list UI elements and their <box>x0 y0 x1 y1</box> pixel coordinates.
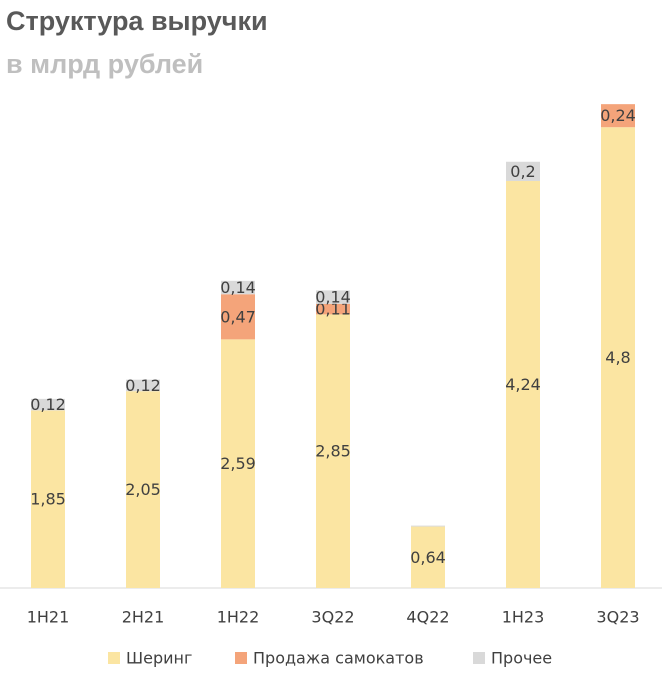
legend-label: Продажа самокатов <box>253 649 424 668</box>
value-label: 0,14 <box>315 288 351 307</box>
value-label: 0,64 <box>410 548 446 567</box>
x-tick-label: 1H21 <box>27 608 70 627</box>
bar-segment <box>506 161 540 181</box>
legend-label: Шеринг <box>126 649 192 668</box>
x-tick-label: 3Q22 <box>311 608 354 627</box>
bar-segment <box>506 180 540 588</box>
value-label: 0,12 <box>30 395 66 414</box>
value-label: 0,24 <box>600 106 636 125</box>
legend-swatch <box>473 652 485 664</box>
x-tick-label: 1H23 <box>502 608 545 627</box>
value-label: 0,12 <box>125 376 161 395</box>
bar-segment <box>316 314 350 588</box>
value-label: 0,14 <box>220 278 256 297</box>
value-label: 4,24 <box>505 375 541 394</box>
bar-segment <box>221 339 255 588</box>
x-tick-label: 1H22 <box>217 608 260 627</box>
bar-segment <box>126 379 160 392</box>
bar-segment <box>31 410 65 588</box>
chart-subtitle: в млрд рублей <box>6 49 203 79</box>
x-tick-label: 2H21 <box>122 608 165 627</box>
bar-segment <box>316 303 350 315</box>
bar-segment <box>601 127 635 588</box>
legend-label: Прочее <box>491 649 552 668</box>
value-label: 0,2 <box>510 162 535 181</box>
value-label: 0,11 <box>315 300 351 319</box>
x-tick-label: 3Q23 <box>596 608 639 627</box>
value-label: 1,85 <box>30 490 66 509</box>
bar-segment <box>411 526 445 588</box>
bar-segment <box>601 104 635 128</box>
legend-swatch <box>235 652 247 664</box>
value-label: 2,59 <box>220 454 256 473</box>
bar-segment <box>221 280 255 295</box>
legend-swatch <box>108 652 120 664</box>
bar-segment <box>221 294 255 340</box>
bar-segment <box>316 290 350 304</box>
bar-segment <box>31 398 65 411</box>
x-tick-label: 4Q22 <box>406 608 449 627</box>
bar-segment <box>126 391 160 588</box>
value-label: 2,85 <box>315 442 351 461</box>
value-label: 4,8 <box>605 348 630 367</box>
chart-title: Структура выручки <box>6 6 268 36</box>
value-label: 0,47 <box>220 307 256 326</box>
value-label: 2,05 <box>125 480 161 499</box>
bar-segment <box>411 525 445 527</box>
